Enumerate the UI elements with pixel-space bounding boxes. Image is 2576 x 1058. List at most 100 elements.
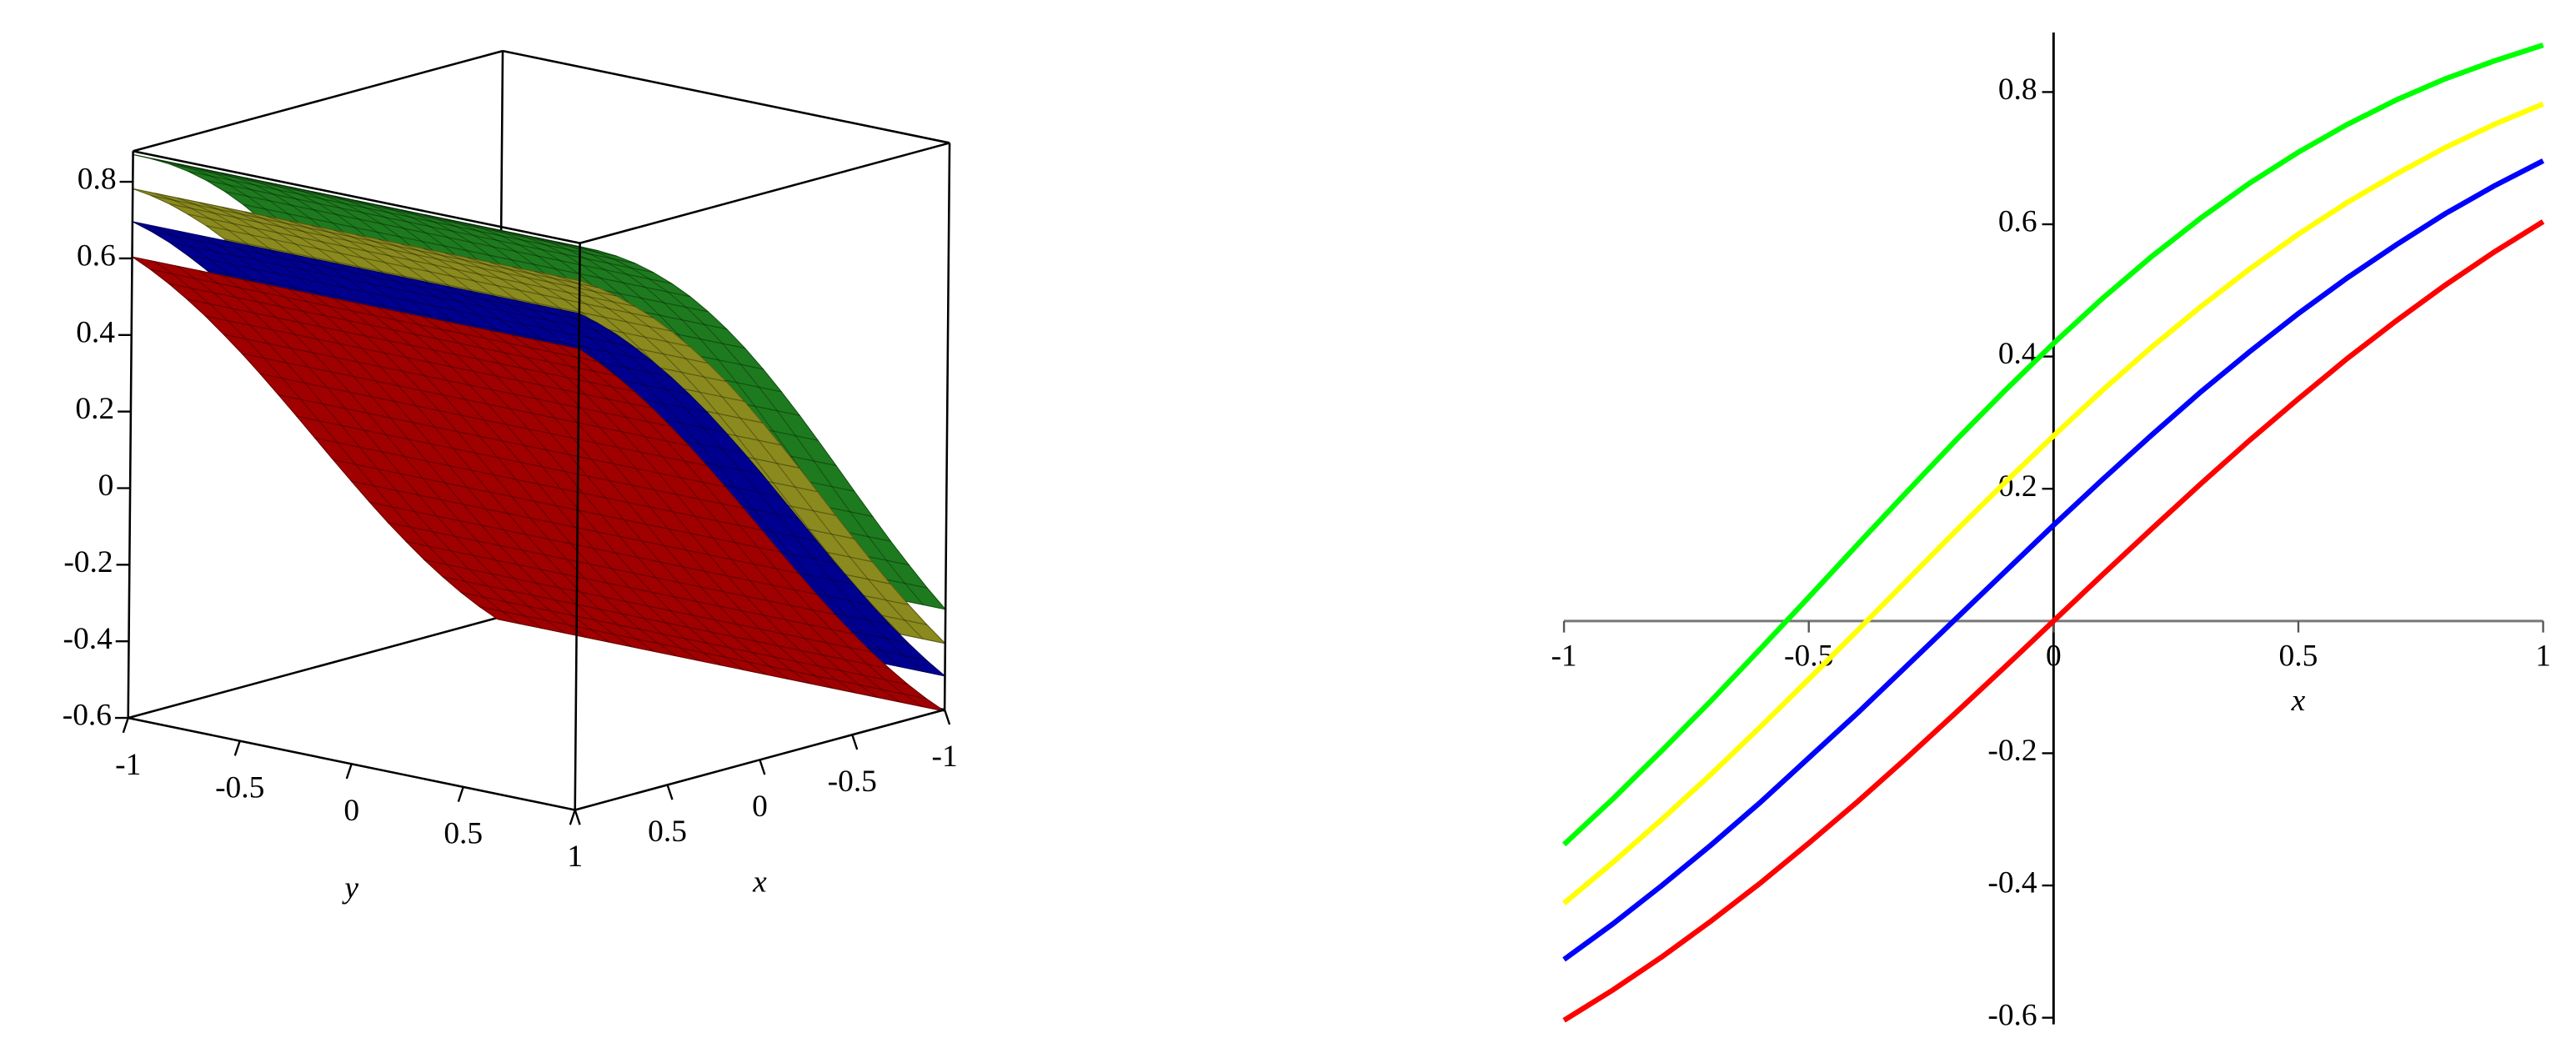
mesh-line [333, 459, 780, 553]
x-tick-label: 0 [752, 790, 768, 824]
mesh-line [377, 307, 744, 670]
x-tick-label: 0 [2046, 639, 2062, 674]
y-tick-label: 0.6 [1998, 205, 2037, 239]
mesh-line [132, 256, 579, 349]
mesh-line [223, 333, 671, 428]
z-tick-label: 0.8 [78, 163, 117, 197]
mesh-line [188, 170, 635, 264]
y-tick [569, 810, 576, 825]
y-tick-label: 0.8 [1998, 73, 2037, 107]
mesh-line [296, 415, 744, 509]
x-tick-label: -1 [1551, 639, 1576, 674]
mesh-line [443, 576, 890, 669]
box-edge [579, 142, 950, 244]
x-tick-label: 0.5 [648, 815, 687, 849]
mesh-line [288, 288, 655, 652]
mesh-line [557, 275, 924, 639]
y-tick-label: 0.5 [444, 817, 483, 851]
x-tick [944, 709, 951, 725]
box-edge [128, 616, 499, 720]
mesh-line [534, 338, 900, 703]
x-tick [851, 734, 859, 750]
y-axis-label: y [341, 871, 358, 905]
mesh-line [333, 298, 699, 661]
line-series [1561, 43, 2544, 847]
mesh-line [399, 311, 767, 675]
mesh-line [497, 619, 945, 712]
mesh-line [224, 191, 672, 284]
y-tick-label: 0 [343, 794, 359, 828]
mesh-line [534, 271, 901, 635]
mesh-line [188, 213, 635, 307]
mesh-line [351, 480, 799, 574]
z-tick-label: -0.4 [63, 622, 113, 656]
mesh-line [444, 320, 811, 684]
mesh-line [176, 265, 544, 629]
box-edge [133, 150, 580, 244]
z-tick-label: 0.2 [75, 392, 114, 426]
x-tick-label: -1 [932, 740, 958, 774]
y-tick [457, 786, 464, 802]
x-tick-label: 1 [567, 840, 583, 874]
y-tick-label: -0.5 [215, 770, 264, 805]
mesh-line [168, 283, 616, 377]
y-tick-label: 1 [567, 840, 583, 874]
line-series [1562, 219, 2545, 1023]
box-edge [127, 151, 134, 719]
mesh-line [260, 373, 708, 467]
box-edge [133, 49, 504, 153]
mesh-line [187, 254, 635, 348]
mesh-line [467, 325, 834, 689]
y-tick [122, 717, 129, 734]
mesh-line [461, 592, 909, 685]
mesh-line [187, 298, 634, 392]
mesh-line [243, 203, 690, 298]
x-tick-label: 1 [2535, 639, 2551, 674]
y-tick-label: -0.2 [1987, 734, 2037, 768]
mesh-line [265, 283, 633, 648]
mesh-line [278, 394, 726, 488]
mesh-line [579, 348, 945, 712]
mesh-line [133, 153, 580, 248]
z-tick-label: -0.2 [63, 545, 113, 579]
mesh-line [151, 194, 599, 288]
mesh-line [579, 313, 945, 677]
mesh-line [133, 188, 580, 282]
mesh-line [224, 238, 672, 332]
mesh-line [388, 522, 835, 615]
mesh-line [557, 241, 924, 605]
mesh-line [221, 274, 588, 639]
y-tick-label: -0.6 [1987, 998, 2037, 1032]
mesh-line [556, 343, 923, 708]
mesh-line [579, 280, 946, 644]
box-edge [502, 49, 950, 144]
mesh-line [534, 303, 901, 668]
mesh-line [169, 163, 617, 257]
x-tick-label: 0.5 [2279, 639, 2318, 674]
mesh-line [369, 501, 817, 595]
mesh-line [153, 261, 521, 624]
mesh-line [310, 293, 677, 657]
mesh-line [406, 541, 854, 634]
mesh-line [489, 329, 856, 694]
x-axis-label: x [2291, 684, 2306, 718]
mesh-line [511, 334, 879, 699]
z-tick-label: 0.6 [77, 238, 116, 273]
y-tick [233, 740, 241, 756]
x-axis-label: x [752, 865, 767, 900]
x-tick-label: -0.5 [828, 765, 877, 799]
z-tick-label: 0 [98, 469, 114, 503]
box-edge [943, 143, 951, 710]
box-edge [574, 243, 581, 810]
x-tick-label: -0.5 [1784, 639, 1833, 674]
mesh-line [355, 302, 722, 666]
x-tick [759, 759, 766, 775]
mesh-line [422, 316, 789, 679]
mesh-line [151, 158, 599, 252]
line-series [1562, 158, 2545, 962]
mesh-line [150, 268, 598, 363]
y-tick [345, 763, 353, 780]
mesh-line [556, 308, 924, 672]
